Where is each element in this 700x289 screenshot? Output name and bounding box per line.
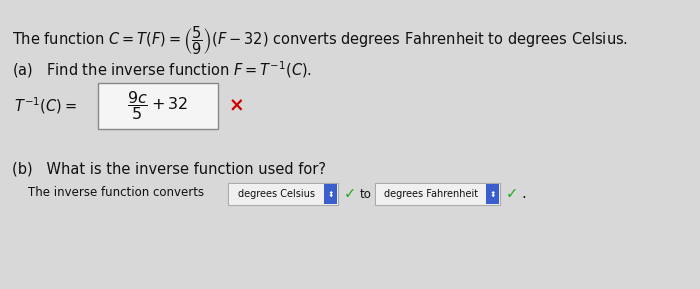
- Text: The inverse function converts: The inverse function converts: [28, 186, 204, 199]
- Text: $\mathbf{\times}$: $\mathbf{\times}$: [228, 97, 244, 116]
- Bar: [228, 183, 338, 205]
- Text: ⬍: ⬍: [328, 190, 334, 199]
- Bar: [486, 184, 499, 204]
- Text: $T^{-1}(C) =$: $T^{-1}(C) =$: [14, 96, 77, 116]
- Text: ⬍: ⬍: [489, 190, 496, 199]
- Text: (a)   Find the inverse function $F = T^{-1}(C)$.: (a) Find the inverse function $F = T^{-1…: [12, 59, 312, 80]
- Bar: [324, 184, 337, 204]
- Text: The function $C = T(F) = \left(\dfrac{5}{9}\right)(F - 32)$ converts degrees Fah: The function $C = T(F) = \left(\dfrac{5}…: [12, 24, 628, 57]
- Text: (b)   What is the inverse function used for?: (b) What is the inverse function used fo…: [12, 161, 326, 176]
- Text: $\dfrac{9c}{5} + 32$: $\dfrac{9c}{5} + 32$: [127, 90, 188, 123]
- Text: .: .: [521, 186, 526, 201]
- Text: degrees Celsius: degrees Celsius: [238, 189, 315, 199]
- Bar: [229, 184, 324, 204]
- Text: to: to: [360, 188, 372, 201]
- Bar: [98, 83, 218, 129]
- Bar: [376, 184, 486, 204]
- Text: ✓: ✓: [506, 186, 518, 201]
- Bar: [375, 183, 500, 205]
- Text: degrees Fahrenheit: degrees Fahrenheit: [384, 189, 478, 199]
- Text: ✓: ✓: [344, 186, 356, 201]
